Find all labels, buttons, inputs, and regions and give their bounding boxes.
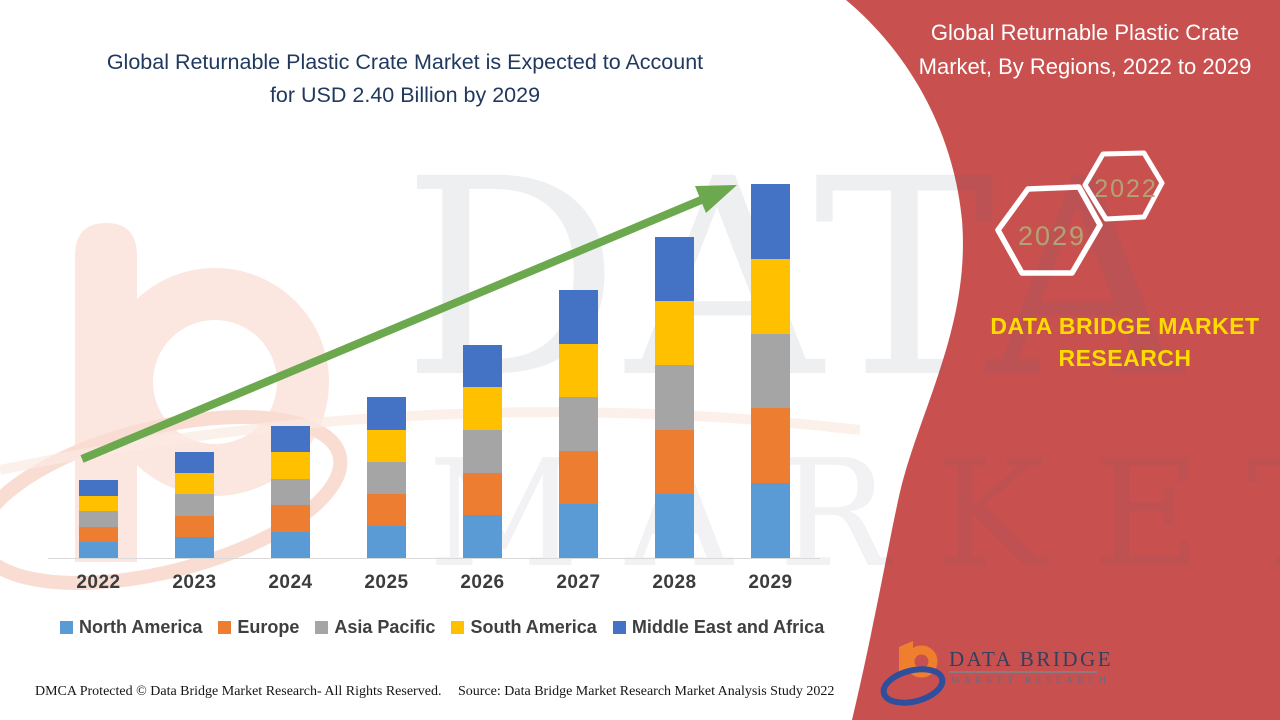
panel-title-line1: Global Returnable Plastic Crate [930,20,1240,45]
logo-subtitle: MARKET RESEARCH [951,676,1111,686]
legend-item: Middle East and Africa [612,617,825,638]
main-title: Global Returnable Plastic Crate Market i… [58,46,752,112]
red-panel [846,0,1280,720]
main-title-line1: Global Returnable Plastic Crate Market i… [106,50,704,74]
legend-label: North America [79,617,203,637]
logo-underline [949,671,1097,673]
footer-dmca: DMCA Protected © Data Bridge Market Rese… [35,684,442,699]
legend-label: South America [470,617,597,637]
footer-source: Source: Data Bridge Market Research Mark… [458,684,835,699]
brand-text: DATA BRIDGE MARKET RESEARCH [962,310,1280,374]
legend-item: Asia Pacific [315,617,435,638]
legend-swatch-icon [451,621,465,634]
logo-title: DATA BRIDGE [949,647,1114,671]
legend-item: South America [451,617,597,638]
legend: North America Europe Asia Pacific South Ame… [60,617,830,638]
brand-text-line1: DATA BRIDGE MARKET [990,313,1260,339]
panel-title: Global Returnable Plastic Crate Market, … [896,16,1274,84]
legend-swatch-icon [60,621,73,634]
pink-b-watermark-icon [0,223,861,590]
legend-label: Asia Pacific [334,617,436,637]
legend-swatch-icon [218,621,232,634]
legend-item: Europe [218,617,299,638]
legend-label: Middle East and Africa [631,617,825,637]
legend-label: Europe [237,617,300,637]
brand-text-line2: RESEARCH [1058,345,1192,371]
x-axis [48,558,820,559]
main-title-line2: for USD 2.40 Billion by 2029 [269,83,541,107]
panel-title-line2: Market, By Regions, 2022 to 2029 [918,54,1252,79]
legend-swatch-icon [315,621,329,634]
legend-item: North America [60,617,202,638]
legend-swatch-icon [612,621,626,634]
